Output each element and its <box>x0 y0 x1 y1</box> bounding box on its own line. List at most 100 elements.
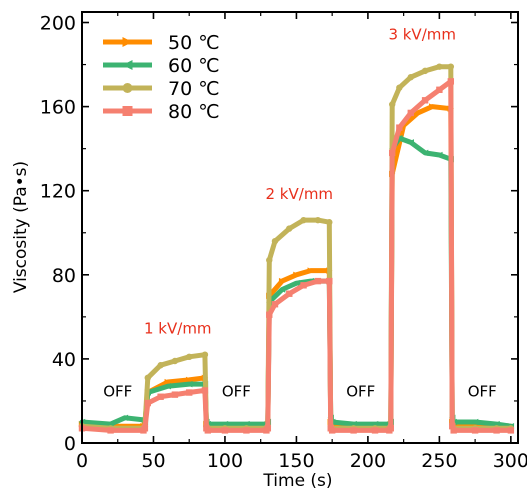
x-axis-title: Time (s) <box>262 471 332 491</box>
data-point <box>286 225 293 232</box>
annotation-label: 2 kV/mm <box>266 185 334 203</box>
data-point <box>371 427 379 434</box>
annotation-label: 1 kV/mm <box>144 320 212 338</box>
legend-label: 70 ℃ <box>168 78 220 100</box>
legend-marker <box>122 83 133 93</box>
legend-marker <box>122 60 133 70</box>
data-point <box>314 277 322 285</box>
y-tick-label: 0 <box>64 433 76 455</box>
annotation-label: OFF <box>103 383 132 401</box>
data-point <box>436 86 443 93</box>
data-point <box>328 427 336 434</box>
data-point <box>186 376 193 384</box>
data-point <box>407 139 414 146</box>
legend-marker <box>122 37 133 47</box>
data-point <box>407 73 414 81</box>
data-point <box>396 124 403 131</box>
data-point <box>307 267 314 274</box>
data-point <box>449 422 456 430</box>
data-point <box>507 427 515 434</box>
data-point <box>326 277 333 285</box>
data-point <box>300 216 307 224</box>
annotation-label: 3 kV/mm <box>388 25 456 43</box>
x-tick-label: 200 <box>350 450 386 472</box>
data-point <box>278 286 286 293</box>
data-point <box>300 282 307 289</box>
annotation-layer: OFF 1 kV/mm OFF 2 kV/mm OFF 3 kV/mm OFF <box>103 25 497 400</box>
data-point <box>429 103 436 110</box>
legend-label: 60 ℃ <box>168 55 220 77</box>
legend: 50 ℃60 ℃70 ℃80 ℃ <box>103 32 220 123</box>
annotation-label: OFF <box>222 383 251 401</box>
data-point <box>243 427 250 434</box>
data-point <box>387 425 394 432</box>
data-point <box>450 427 457 434</box>
data-point <box>436 151 443 159</box>
y-tick-label: 40 <box>52 349 76 371</box>
data-point <box>221 427 229 434</box>
data-point <box>447 78 455 85</box>
legend-item: 50 ℃ <box>103 32 220 54</box>
data-point <box>293 280 300 287</box>
legend-item: 80 ℃ <box>103 101 220 123</box>
y-tick-label: 200 <box>40 13 76 35</box>
data-point <box>201 387 209 394</box>
x-tick-label: 100 <box>207 450 243 472</box>
data-point <box>447 63 455 70</box>
data-point <box>164 378 171 386</box>
data-point <box>121 414 129 421</box>
data-point <box>144 374 151 382</box>
data-point <box>141 425 149 432</box>
data-point <box>389 149 396 157</box>
data-point <box>421 149 429 157</box>
y-axis-title: Viscosity (Pa•s) <box>11 161 31 293</box>
data-point <box>471 418 479 426</box>
data-point <box>314 216 322 224</box>
y-tick-label: 120 <box>40 181 76 203</box>
annotation-label: OFF <box>468 383 497 401</box>
legend-item: 70 ℃ <box>103 78 220 100</box>
data-point <box>186 353 193 360</box>
series-3 <box>78 78 515 434</box>
annotation-label: OFF <box>346 383 375 401</box>
data-point <box>407 109 414 117</box>
x-tick-label: 250 <box>421 450 457 472</box>
series-layer <box>78 63 515 434</box>
data-point <box>157 393 164 400</box>
y-tick-label: 160 <box>40 97 76 119</box>
y-tick-label: 80 <box>52 265 76 287</box>
x-tick-label: 300 <box>493 450 527 472</box>
data-point <box>271 237 279 245</box>
axes: 0 50 100 150 200 250 300 0 40 80 120 160 200 <box>40 11 527 472</box>
plot-frame <box>81 11 519 444</box>
data-point <box>171 391 179 398</box>
data-point <box>396 134 403 142</box>
data-point <box>286 290 293 297</box>
x-tick-label: 0 <box>76 450 88 472</box>
data-point <box>144 399 151 407</box>
data-point <box>171 357 179 365</box>
data-point <box>186 389 193 396</box>
data-point <box>293 271 300 279</box>
data-point <box>436 63 443 70</box>
data-point <box>201 351 209 358</box>
data-point <box>278 277 286 285</box>
data-point <box>350 427 357 434</box>
legend-label: 50 ℃ <box>168 32 220 54</box>
x-tick-label: 50 <box>141 450 165 472</box>
data-point <box>421 67 429 75</box>
data-point <box>266 256 273 264</box>
legend-marker <box>122 106 133 116</box>
data-point <box>204 427 211 434</box>
data-point <box>421 97 429 104</box>
legend-label: 80 ℃ <box>168 101 220 123</box>
data-point <box>389 101 396 108</box>
data-point <box>264 425 272 432</box>
data-point <box>107 427 114 434</box>
data-point <box>164 383 171 390</box>
data-point <box>471 427 479 434</box>
x-tick-label: 150 <box>278 450 314 472</box>
data-point <box>396 84 403 91</box>
data-point <box>493 427 500 434</box>
